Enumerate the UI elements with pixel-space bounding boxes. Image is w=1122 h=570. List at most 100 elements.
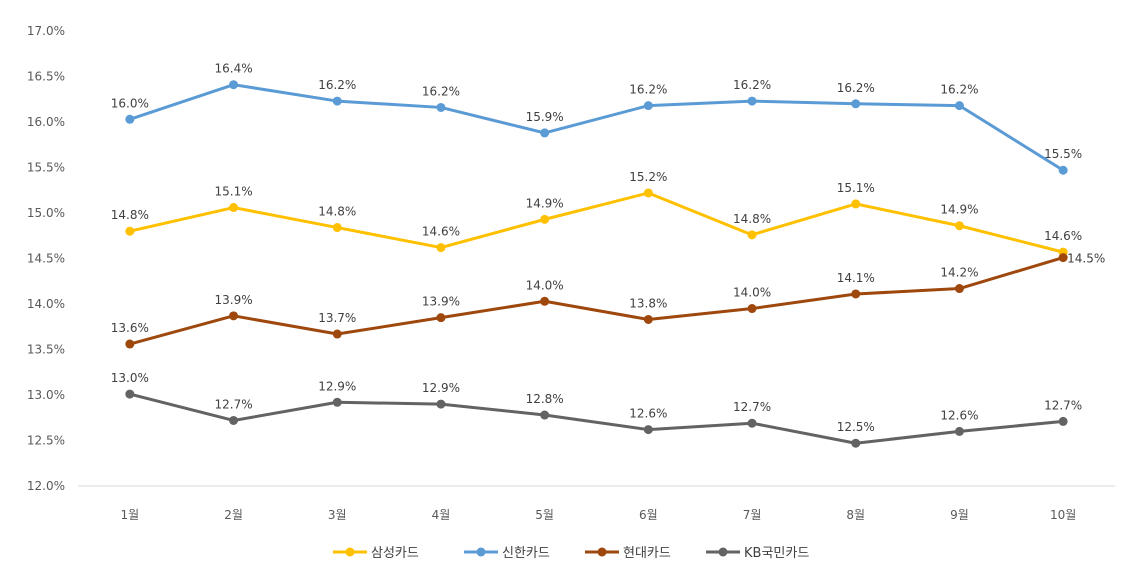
legend-label: 삼성카드: [371, 546, 419, 561]
x-tick-label: 8월: [846, 508, 865, 522]
data-label: 14.0%: [526, 278, 564, 292]
y-tick-label: 14.5%: [27, 252, 65, 266]
data-point: [1058, 416, 1068, 426]
data-label: 16.4%: [214, 62, 252, 76]
x-tick-label: 2월: [224, 508, 243, 522]
data-point: [125, 114, 135, 124]
y-tick-label: 15.5%: [27, 161, 65, 175]
legend-swatch-marker: [597, 547, 607, 557]
data-point: [1058, 165, 1068, 175]
data-point: [229, 415, 239, 425]
x-tick-label: 5월: [535, 508, 554, 522]
data-point: [332, 329, 342, 339]
data-point: [954, 426, 964, 436]
data-label: 15.1%: [214, 185, 252, 199]
data-label: 16.0%: [111, 96, 149, 110]
data-label: 16.2%: [733, 78, 771, 92]
x-tick-label: 7월: [743, 508, 762, 522]
data-point: [436, 243, 446, 253]
series-3: [125, 253, 1068, 349]
data-point: [747, 304, 757, 314]
legend: 삼성카드 신한카드 현대카드 KB국민카드: [333, 546, 809, 561]
x-tick-label: 1월: [121, 508, 140, 522]
data-label: 12.5%: [837, 420, 875, 434]
data-point: [643, 188, 653, 198]
data-point: [436, 102, 446, 112]
data-label: 14.6%: [422, 225, 460, 239]
data-label: 15.2%: [629, 170, 667, 184]
data-label: 12.7%: [733, 400, 771, 414]
data-label: 15.1%: [837, 181, 875, 195]
data-point: [125, 226, 135, 236]
data-point: [229, 80, 239, 90]
series-line: [128, 256, 1065, 346]
data-label: 13.8%: [629, 296, 667, 310]
data-point: [747, 418, 757, 428]
y-tick-label: 12.5%: [27, 434, 65, 448]
data-label: 12.9%: [318, 379, 356, 393]
data-label: 14.1%: [837, 271, 875, 285]
data-label: 12.7%: [1044, 398, 1082, 412]
data-point: [125, 389, 135, 399]
legend-item: KB국민카드: [706, 546, 809, 561]
data-point: [851, 99, 861, 109]
x-axis: 1월 2월 3월 4월 5월 6월 7월 8월 9월 10월: [78, 485, 1115, 522]
x-tick-label: 10월: [1050, 508, 1076, 522]
series-line: [128, 392, 1065, 445]
data-point: [540, 410, 550, 420]
data-label: 14.8%: [733, 212, 771, 226]
series-1: [125, 188, 1068, 257]
data-point: [954, 284, 964, 294]
data-label: 14.9%: [940, 203, 978, 217]
data-label: 14.2%: [940, 266, 978, 280]
data-point: [229, 311, 239, 321]
data-point: [332, 223, 342, 233]
legend-label: 신한카드: [502, 546, 550, 561]
data-point: [851, 289, 861, 299]
data-label: 12.7%: [214, 397, 252, 411]
data-label: 16.2%: [422, 84, 460, 98]
y-tick-label: 13.0%: [27, 388, 65, 402]
data-label: 12.6%: [629, 407, 667, 421]
data-label: 14.6%: [1044, 229, 1082, 243]
data-label: 16.2%: [318, 78, 356, 92]
x-tick-label: 3월: [328, 508, 347, 522]
legend-label: KB국민카드: [744, 546, 809, 561]
data-label: 12.8%: [526, 392, 564, 406]
legend-label: 현대카드: [623, 546, 671, 561]
y-tick-label: 15.0%: [27, 206, 65, 220]
data-point: [1058, 253, 1068, 263]
y-tick-label: 13.5%: [27, 343, 65, 357]
data-label: 16.2%: [940, 83, 978, 97]
data-label: 13.9%: [214, 293, 252, 307]
data-label: 14.5%: [1067, 252, 1105, 266]
data-point: [125, 339, 135, 349]
legend-swatch-marker: [476, 547, 486, 557]
series-line: [128, 191, 1065, 254]
data-label: 12.9%: [422, 381, 460, 395]
data-point: [540, 296, 550, 306]
data-point: [747, 96, 757, 106]
y-tick-label: 12.0%: [27, 479, 65, 493]
data-label: 14.8%: [111, 208, 149, 222]
data-point: [747, 230, 757, 240]
data-label: 13.9%: [422, 295, 460, 309]
data-point: [851, 438, 861, 448]
data-label: 13.0%: [111, 371, 149, 385]
data-point: [851, 199, 861, 209]
series-4: [125, 389, 1068, 448]
x-tick-label: 6월: [639, 508, 658, 522]
legend-item: 삼성카드: [333, 546, 419, 561]
data-label: 16.2%: [629, 83, 667, 97]
data-label: 16.2%: [837, 81, 875, 95]
y-tick-label: 16.5%: [27, 70, 65, 84]
y-tick-label: 14.0%: [27, 297, 65, 311]
y-axis: 12.0% 12.5% 13.0% 13.5% 14.0% 14.5% 15.0% 15.5%…: [27, 24, 65, 493]
data-point: [436, 313, 446, 323]
data-label: 14.8%: [318, 205, 356, 219]
data-point: [229, 203, 239, 213]
data-labels-layer: 14.8% 15.1% 14.8% 14.6% 14.9% 15.2% 14.8% 15.1%…: [111, 62, 1105, 435]
data-point: [954, 221, 964, 231]
data-label: 15.5%: [1044, 147, 1082, 161]
